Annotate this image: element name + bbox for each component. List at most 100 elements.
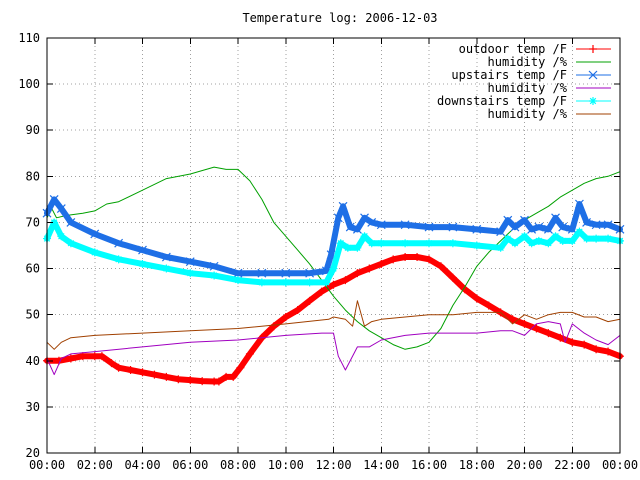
x-marker-icon bbox=[360, 213, 369, 223]
plus-marker-icon bbox=[229, 372, 238, 381]
star-marker-icon bbox=[343, 243, 352, 252]
x-marker-icon bbox=[603, 220, 613, 230]
plus-marker-icon bbox=[97, 352, 106, 361]
star-marker-icon bbox=[589, 97, 597, 105]
star-marker-icon bbox=[322, 278, 331, 287]
x-marker-icon bbox=[367, 218, 377, 227]
x-marker-icon bbox=[448, 222, 458, 232]
plus-marker-icon bbox=[604, 347, 613, 356]
y-tick-label: 30 bbox=[26, 400, 40, 414]
star-marker-icon bbox=[90, 248, 99, 257]
star-marker-icon bbox=[162, 264, 171, 273]
star-marker-icon bbox=[329, 264, 338, 273]
star-marker-icon bbox=[425, 239, 433, 248]
plus-marker-icon bbox=[236, 363, 245, 372]
y-tick-label: 100 bbox=[18, 77, 40, 91]
star-marker-icon bbox=[520, 232, 529, 241]
x-marker-icon bbox=[503, 215, 513, 225]
plus-marker-icon bbox=[293, 306, 302, 315]
x-marker-icon bbox=[161, 252, 171, 262]
x-marker-icon bbox=[90, 229, 100, 239]
plus-marker-icon bbox=[389, 255, 398, 264]
star-marker-icon bbox=[186, 269, 195, 278]
x-marker-icon bbox=[305, 268, 315, 278]
plus-marker-icon bbox=[425, 255, 433, 264]
plus-marker-icon bbox=[126, 366, 135, 374]
star-marker-icon bbox=[472, 241, 481, 250]
x-marker-icon bbox=[352, 224, 362, 234]
x-marker-icon bbox=[66, 218, 76, 227]
plus-marker-icon bbox=[377, 259, 386, 268]
plus-marker-icon bbox=[556, 333, 565, 342]
x-tick-label: 04:00 bbox=[124, 458, 160, 472]
x-marker-icon bbox=[281, 268, 291, 278]
star-marker-icon bbox=[527, 239, 536, 248]
x-tick-label: 12:00 bbox=[315, 458, 351, 472]
series-line bbox=[46, 321, 621, 376]
plus-marker-icon bbox=[520, 319, 529, 328]
star-marker-icon bbox=[604, 234, 613, 243]
star-marker-icon bbox=[377, 239, 386, 248]
x-marker-icon bbox=[209, 261, 219, 271]
x-tick-label: 16:00 bbox=[411, 458, 447, 472]
star-marker-icon bbox=[367, 239, 376, 248]
x-marker-icon bbox=[400, 220, 410, 230]
star-marker-icon bbox=[210, 271, 219, 280]
star-marker-icon bbox=[401, 239, 410, 248]
star-marker-icon bbox=[582, 234, 591, 243]
plus-marker-icon bbox=[592, 345, 601, 354]
star-marker-icon bbox=[305, 278, 314, 287]
plus-marker-icon bbox=[580, 340, 589, 349]
x-marker-icon bbox=[588, 70, 598, 80]
x-marker-icon bbox=[114, 238, 124, 248]
plus-marker-icon bbox=[484, 301, 493, 310]
y-tick-label: 110 bbox=[18, 31, 40, 45]
x-marker-icon bbox=[496, 227, 506, 237]
x-marker-icon bbox=[345, 222, 355, 232]
plus-marker-icon bbox=[341, 276, 350, 285]
x-tick-label: 06:00 bbox=[172, 458, 208, 472]
star-marker-icon bbox=[257, 278, 266, 287]
plus-marker-icon bbox=[245, 349, 254, 358]
plus-marker-icon bbox=[532, 324, 541, 333]
legend-label: outdoor temp /F bbox=[459, 42, 567, 56]
x-marker-icon bbox=[49, 194, 59, 204]
star-marker-icon bbox=[510, 239, 519, 248]
star-marker-icon bbox=[448, 239, 457, 248]
x-marker-icon bbox=[233, 268, 243, 278]
star-marker-icon bbox=[575, 227, 584, 236]
plus-marker-icon bbox=[401, 253, 410, 262]
plus-marker-icon bbox=[269, 322, 278, 331]
legend-label: humidity /% bbox=[488, 107, 568, 121]
x-marker-icon bbox=[543, 224, 553, 234]
plus-marker-icon bbox=[174, 375, 183, 384]
series-line bbox=[46, 300, 621, 350]
star-marker-icon bbox=[50, 218, 59, 227]
legend-label: humidity /% bbox=[488, 81, 568, 95]
star-marker-icon bbox=[544, 239, 553, 248]
plus-marker-icon bbox=[305, 296, 314, 305]
star-marker-icon bbox=[503, 234, 512, 243]
x-marker-icon bbox=[551, 213, 560, 223]
plus-marker-icon bbox=[589, 45, 597, 53]
plus-marker-icon bbox=[114, 363, 123, 372]
plus-marker-icon bbox=[365, 264, 374, 273]
star-marker-icon bbox=[66, 239, 75, 248]
star-marker-icon bbox=[138, 259, 147, 268]
x-marker-icon bbox=[338, 201, 348, 211]
x-tick-label: 14:00 bbox=[363, 458, 399, 472]
plus-marker-icon bbox=[214, 377, 223, 386]
x-tick-label: 22:00 bbox=[554, 458, 590, 472]
x-marker-icon bbox=[472, 224, 482, 234]
plus-marker-icon bbox=[436, 262, 445, 271]
star-marker-icon bbox=[336, 239, 345, 248]
series-line bbox=[44, 254, 623, 385]
y-tick-label: 20 bbox=[26, 446, 40, 460]
series-line bbox=[46, 166, 621, 350]
y-tick-label: 60 bbox=[26, 262, 40, 276]
x-marker-icon bbox=[376, 220, 386, 230]
x-marker-icon bbox=[333, 213, 343, 223]
y-tick-label: 50 bbox=[26, 308, 40, 322]
